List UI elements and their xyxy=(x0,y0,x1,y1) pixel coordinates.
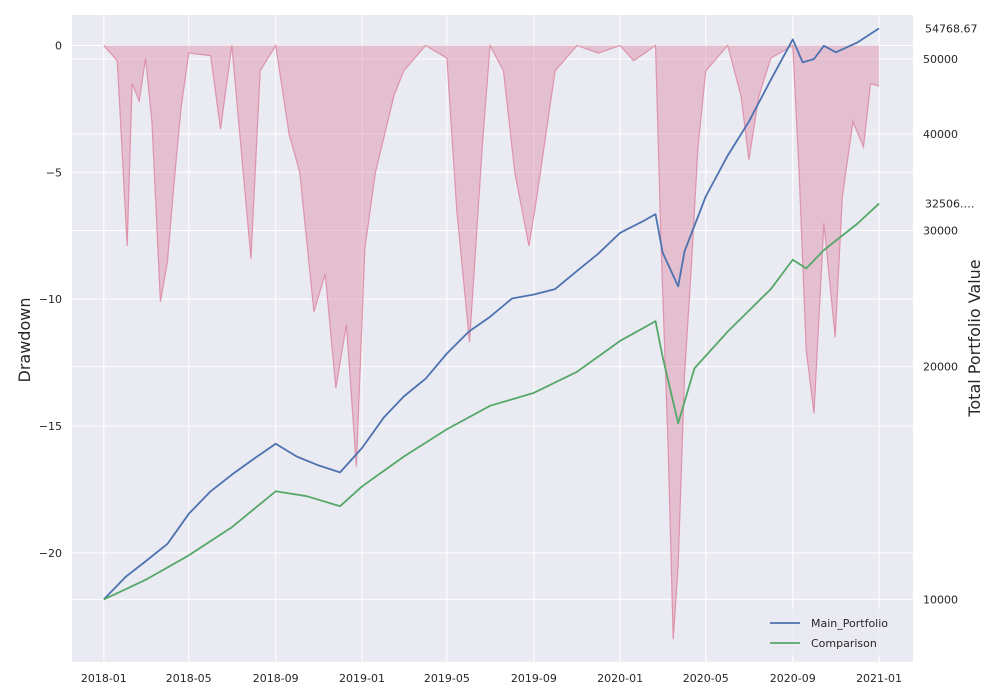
grid-lines xyxy=(72,15,913,662)
right-tick-label: 10000 xyxy=(923,593,958,606)
portfolio-lines-layer xyxy=(103,27,880,601)
left-tick-label: −10 xyxy=(39,293,62,306)
right-tick-label: 20000 xyxy=(923,361,958,374)
x-tick-label: 2018-01 xyxy=(81,672,127,685)
legend-box xyxy=(762,608,908,656)
right-tick-label: 40000 xyxy=(923,128,958,141)
x-tick-label: 2019-09 xyxy=(511,672,557,685)
main-portfolio-line xyxy=(103,27,880,601)
left-tick-labels: 0 −5 −10 −15 −20 xyxy=(39,39,62,559)
x-tick-label: 2020-05 xyxy=(683,672,729,685)
legend: Main_Portfolio Comparison xyxy=(762,608,908,656)
x-tick-label: 2019-01 xyxy=(339,672,385,685)
right-tick-labels: 10000 20000 30000 40000 50000 xyxy=(923,53,958,606)
x-tick-label: 2018-09 xyxy=(253,672,299,685)
plot-background xyxy=(72,15,913,662)
end-value-labels: 54768.67 32506.… xyxy=(925,22,978,210)
comparison-line xyxy=(103,202,880,601)
legend-label-comparison: Comparison xyxy=(811,637,877,650)
left-tick-label: −5 xyxy=(46,166,62,179)
legend-label-main: Main_Portfolio xyxy=(811,617,888,630)
comparison-end-label: 32506.… xyxy=(925,198,975,211)
left-tick-label: −15 xyxy=(39,420,62,433)
x-tick-label: 2019-05 xyxy=(424,672,470,685)
right-tick-label: 30000 xyxy=(923,225,958,238)
drawdown-layer xyxy=(103,43,880,640)
left-tick-label: −20 xyxy=(39,547,62,560)
x-tick-label: 2018-05 xyxy=(166,672,212,685)
x-tick-label: 2020-01 xyxy=(597,672,643,685)
main-portfolio-end-label: 54768.67 xyxy=(925,22,978,35)
left-tick-label: 0 xyxy=(55,39,62,52)
drawdown-area xyxy=(103,45,880,640)
x-tick-label: 2020-09 xyxy=(770,672,816,685)
right-tick-label: 50000 xyxy=(923,53,958,66)
x-tick-labels: 2018-01 2018-05 2018-09 2019-01 2019-05 2019-… xyxy=(81,672,902,685)
x-tick-label: 2021-01 xyxy=(856,672,902,685)
left-axis-title: Drawdown xyxy=(15,298,34,383)
drawdown-line xyxy=(103,43,880,640)
right-axis-title: Total Portfolio Value xyxy=(965,259,984,417)
